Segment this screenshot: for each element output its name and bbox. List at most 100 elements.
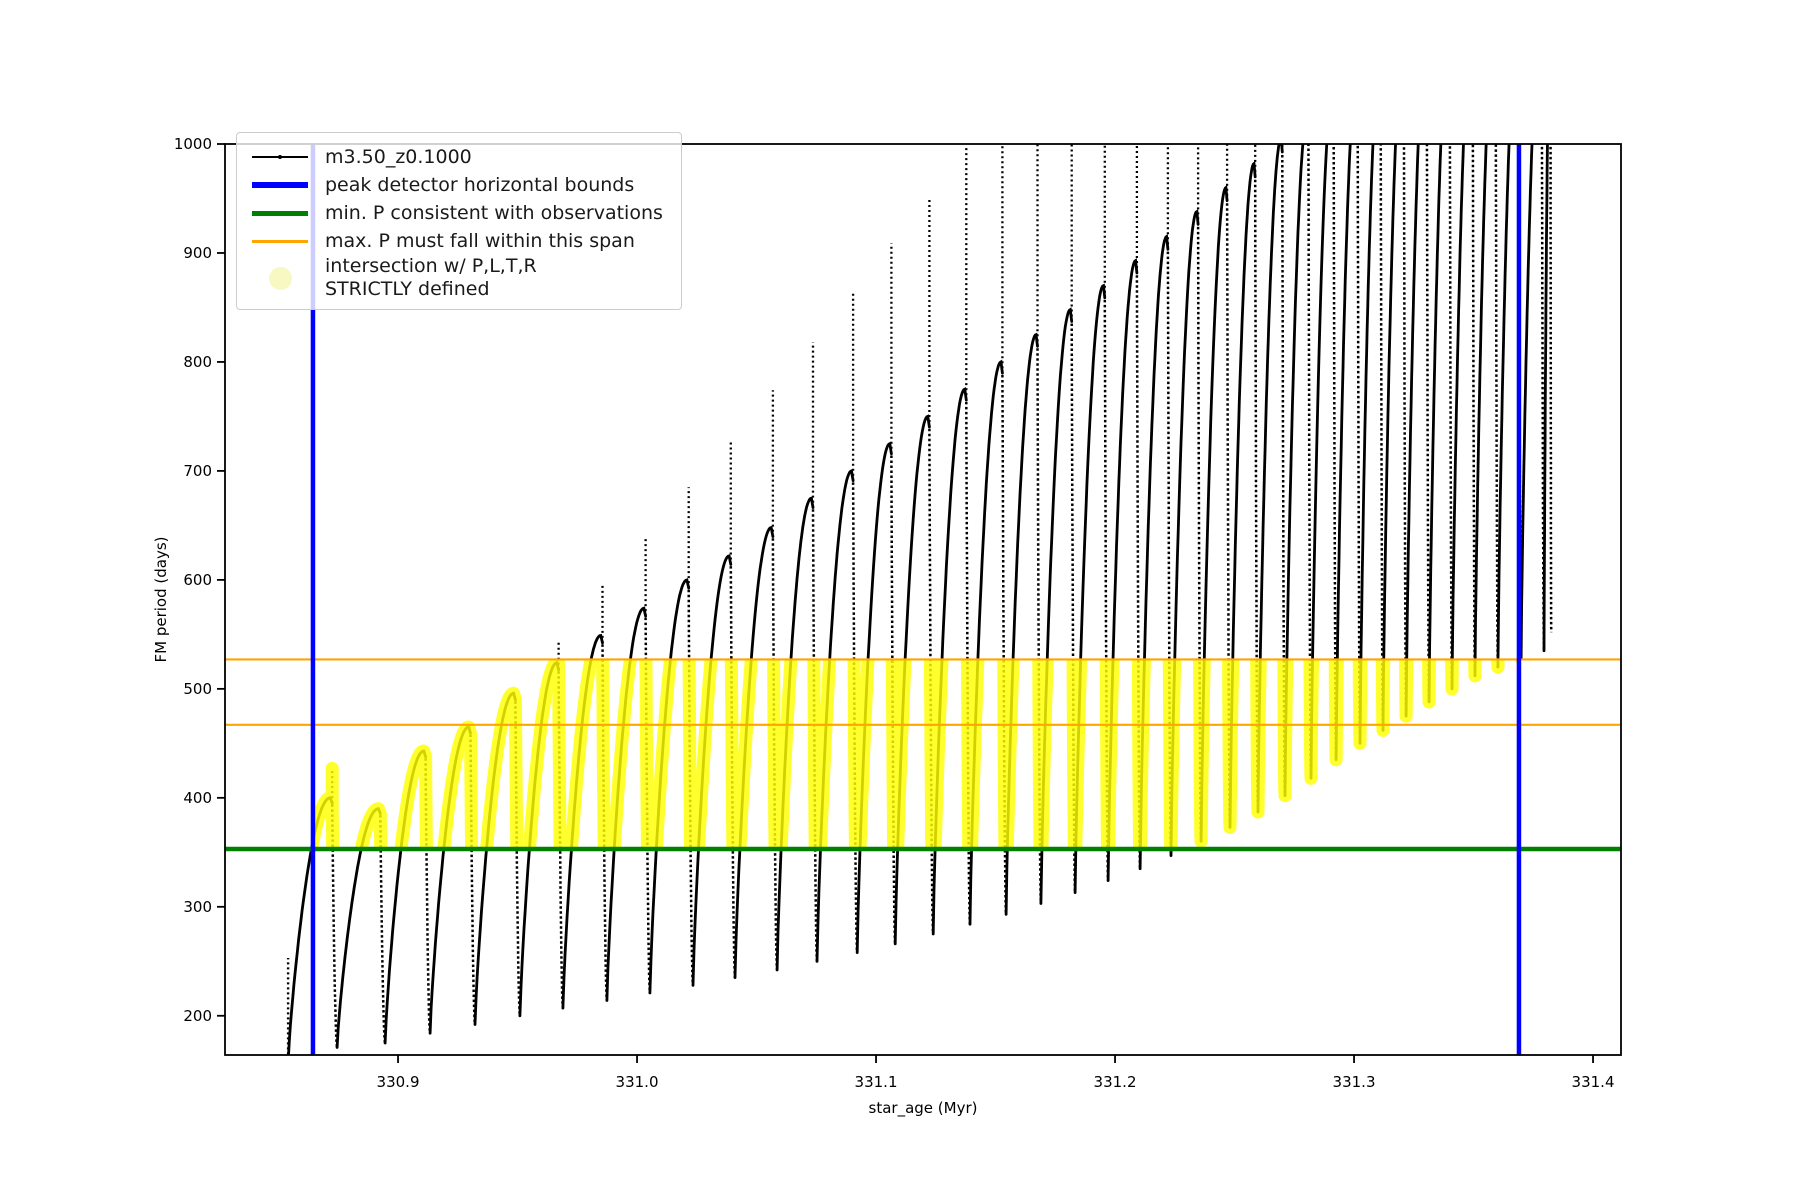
cycle-rise-highlight bbox=[312, 791, 339, 850]
cycle-rise bbox=[1519, 144, 1534, 660]
cycle-rise bbox=[1199, 184, 1229, 843]
cycle-rise bbox=[1138, 234, 1170, 871]
x-tick-label: 331.0 bbox=[616, 1073, 659, 1091]
cycle-fall bbox=[1379, 144, 1385, 731]
cycle-rise-highlight bbox=[853, 659, 875, 850]
cycle-rise bbox=[1450, 144, 1465, 691]
y-tick-label: 900 bbox=[183, 244, 212, 262]
x-tick-label: 331.4 bbox=[1572, 1073, 1615, 1091]
cycle-rise-highlight bbox=[891, 659, 912, 850]
cycle-rise-highlight bbox=[1353, 659, 1368, 750]
cycle-fall-highlight bbox=[724, 659, 740, 850]
cycle-fall-highlight bbox=[682, 659, 698, 850]
cycle-rise-highlight bbox=[1102, 659, 1120, 850]
cycle-rise bbox=[1358, 144, 1375, 745]
cycle-rise-highlight bbox=[1035, 659, 1054, 850]
legend-entry: max. P must fall within this span bbox=[249, 227, 671, 255]
cycle-fall bbox=[1448, 144, 1454, 689]
cycle-rise bbox=[1427, 144, 1443, 704]
legend-label: min. P consistent with observations bbox=[325, 201, 663, 224]
cycle-fall-highlight bbox=[419, 751, 433, 850]
x-tick-label: 331.3 bbox=[1333, 1073, 1376, 1091]
cycle-rise bbox=[1283, 144, 1305, 797]
cycle-rise-highlight bbox=[522, 659, 566, 850]
cycle-fall bbox=[1494, 144, 1500, 668]
cycle-rise-highlight bbox=[1329, 659, 1344, 767]
cycle-rise-highlight bbox=[733, 659, 758, 850]
cycle-rise-highlight bbox=[1445, 659, 1459, 696]
cycle-rise-highlight bbox=[1514, 659, 1519, 665]
y-tick-label: 500 bbox=[183, 680, 212, 698]
cycle-rise-highlight bbox=[692, 659, 718, 850]
cycle-rise bbox=[1496, 144, 1511, 669]
cycle-rise-highlight bbox=[649, 659, 678, 850]
orange-line-icon bbox=[249, 239, 311, 243]
cycle-fall bbox=[890, 455, 897, 944]
cycle-rise-highlight bbox=[394, 744, 433, 850]
x-axis-label: star_age (Myr) bbox=[869, 1099, 978, 1118]
cycle-rise-highlight bbox=[479, 686, 522, 850]
y-tick-label: 1000 bbox=[174, 135, 212, 153]
cycle-rise bbox=[1473, 144, 1488, 678]
y-tick-label: 300 bbox=[183, 898, 212, 916]
y-axis-label: FM period (days) bbox=[152, 537, 170, 663]
cycle-fall bbox=[1540, 144, 1546, 651]
cycle-rise bbox=[1381, 144, 1397, 732]
legend-entry: m3.50_z0.1000 bbox=[249, 143, 671, 171]
cycle-rise bbox=[1404, 144, 1420, 718]
yellow-marker-icon bbox=[249, 266, 311, 290]
cycle-rise-highlight bbox=[437, 720, 477, 850]
cycle-rise bbox=[1334, 144, 1352, 762]
green-line-icon bbox=[249, 210, 311, 216]
cycle-rise-highlight bbox=[1000, 659, 1020, 850]
cycle-fall bbox=[1425, 144, 1431, 702]
cycle-fall bbox=[1402, 144, 1408, 717]
cycle-rise bbox=[1309, 144, 1329, 780]
cycle-rise-highlight bbox=[564, 659, 598, 850]
axes-frame bbox=[224, 143, 1622, 1056]
legend-entry: peak detector horizontal bounds bbox=[249, 171, 671, 199]
cycle-fall-highlight bbox=[639, 659, 654, 850]
cycle-rise-highlight bbox=[1491, 659, 1505, 674]
cycle-fall-highlight bbox=[464, 728, 479, 850]
x-tick-label: 331.1 bbox=[855, 1073, 898, 1091]
cycle-rise-highlight bbox=[354, 802, 387, 850]
cycle-rise-highlight bbox=[1069, 659, 1088, 850]
cycle-fall bbox=[1281, 154, 1287, 796]
cycle-rise bbox=[1169, 209, 1200, 857]
cycle-fall-highlight bbox=[552, 664, 567, 850]
x-tick-label: 331.2 bbox=[1094, 1073, 1137, 1091]
y-tick-label: 600 bbox=[183, 571, 212, 589]
cycle-rise-highlight bbox=[607, 659, 637, 850]
legend-entry: intersection w/ P,L,T,R STRICTLY defined bbox=[249, 255, 671, 301]
blue-line-icon bbox=[249, 182, 311, 188]
cycle-fall bbox=[1549, 144, 1553, 633]
y-tick-label: 800 bbox=[183, 353, 212, 371]
cycle-rise-highlight bbox=[1422, 659, 1436, 709]
cycle-fall-highlight bbox=[508, 694, 524, 850]
cycle-rise-highlight bbox=[774, 659, 798, 850]
legend-label: m3.50_z0.1000 bbox=[325, 145, 472, 168]
legend-label: intersection w/ P,L,T,R STRICTLY defined bbox=[325, 255, 537, 300]
cycle-rise-highlight bbox=[813, 659, 837, 850]
cycle-fall bbox=[1001, 374, 1008, 915]
legend-entry: min. P consistent with observations bbox=[249, 199, 671, 227]
cycle-rise-highlight bbox=[1376, 659, 1391, 737]
cycle-rise bbox=[1228, 160, 1257, 829]
legend-label: peak detector horizontal bounds bbox=[325, 173, 635, 196]
intersection-highlight bbox=[312, 659, 1519, 850]
cycle-rise bbox=[1542, 144, 1549, 653]
x-tick-label: 330.9 bbox=[377, 1073, 420, 1091]
cycle-fall bbox=[1307, 144, 1313, 779]
cycle-fall-highlight bbox=[807, 659, 822, 850]
cycle-fall bbox=[1356, 144, 1362, 744]
series-line-icon bbox=[249, 155, 311, 159]
y-tick-label: 400 bbox=[183, 789, 212, 807]
cycle-rise-highlight bbox=[928, 659, 949, 850]
cycle-fall bbox=[557, 671, 565, 1009]
cycle-rise bbox=[287, 796, 334, 1055]
cycle-rise-highlight bbox=[965, 659, 985, 850]
